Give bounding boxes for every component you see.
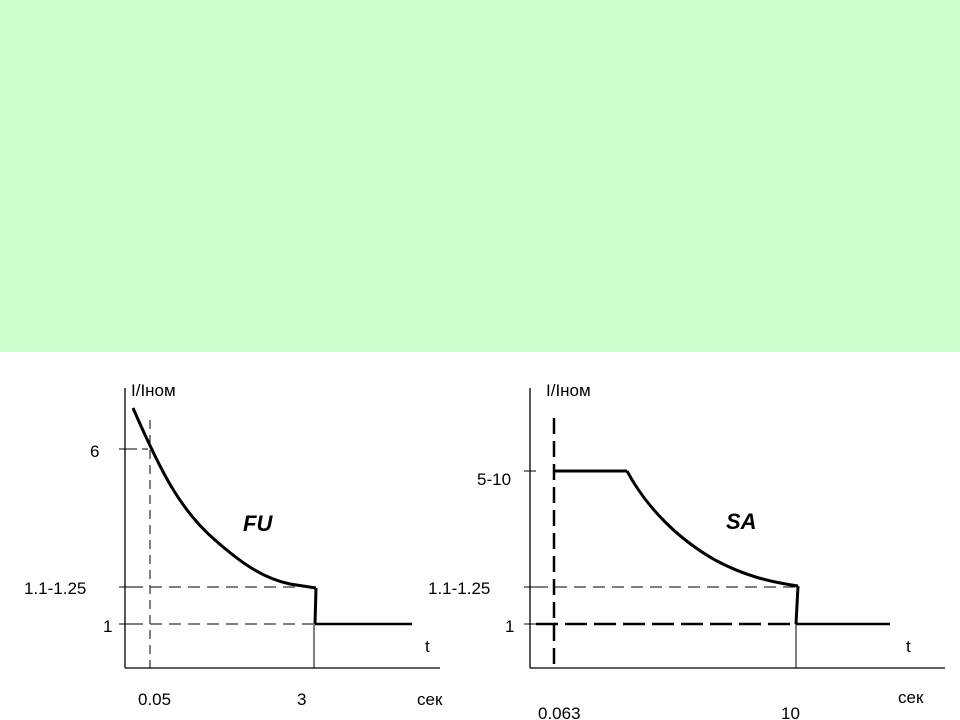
sa-curve xyxy=(625,470,799,588)
sa-panel: I/Iном 5-10 1.1-1.25 1 SA t 0.063 10 сек xyxy=(428,381,945,720)
fu-x-axis-label: t xyxy=(425,637,430,656)
fu-y-axis-label: I/Iном xyxy=(131,381,176,400)
fu-curve xyxy=(131,407,317,590)
sa-drop-line xyxy=(794,585,800,625)
sa-y-tick-label-1.1: 1.1-1.25 xyxy=(428,579,490,598)
sa-x-unit-label: сек xyxy=(898,688,924,707)
sa-y-axis-label: I/Iном xyxy=(546,381,591,400)
sa-curve-label: SA xyxy=(726,509,757,534)
sa-x-tick-label-0.063: 0.063 xyxy=(538,704,581,720)
sa-y-tick-label-5-10: 5-10 xyxy=(477,470,511,489)
header-banner xyxy=(0,0,960,352)
fu-x-tick-label-3: 3 xyxy=(297,690,306,709)
fu-y-tick-label-1: 1 xyxy=(103,617,112,636)
fu-x-unit-label: сек xyxy=(417,690,443,709)
fu-y-tick-label-1.1: 1.1-1.25 xyxy=(24,579,86,598)
sa-x-tick-label-10: 10 xyxy=(781,704,800,720)
sa-y-tick-label-1: 1 xyxy=(505,617,514,636)
fu-drop-line xyxy=(313,587,318,625)
fu-panel: I/Iном 6 1.1-1.25 1 FU t 0.05 3 сек xyxy=(24,381,443,709)
sa-x-axis-label: t xyxy=(906,637,911,656)
fu-y-tick-label-6: 6 xyxy=(90,442,99,461)
fu-curve-label: FU xyxy=(243,511,273,536)
fu-x-tick-label-0.05: 0.05 xyxy=(138,690,171,709)
